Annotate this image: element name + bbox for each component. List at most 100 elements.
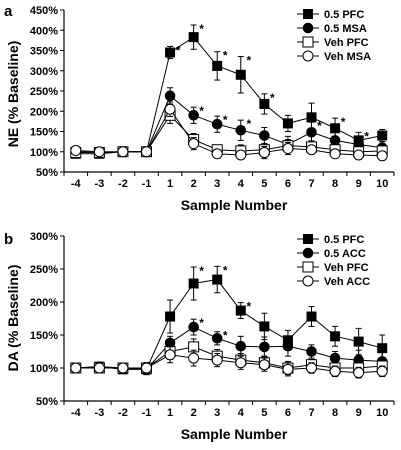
panel-a-data-point: [330, 123, 341, 134]
panel-a-legend-label: Veh PFC: [324, 37, 369, 49]
panel-b-data-point: [376, 365, 388, 377]
panel-b-x-tick-label: 5: [261, 407, 267, 419]
panel-a-data-point: [376, 150, 388, 162]
panel-b-data-point: [306, 362, 317, 374]
panel-b-x-axis-title: Sample Number: [181, 426, 288, 442]
panel-b-x-tick-label: 3: [214, 407, 220, 419]
panel-a-significance-star: *: [223, 113, 228, 127]
panel-a-significance-star: *: [199, 104, 204, 118]
panel-a-data-point: [211, 148, 223, 160]
panel-a-x-tick-label: 6: [285, 178, 291, 190]
panel-b-data-point: [259, 341, 270, 353]
panel-b-x-tick-label: 8: [332, 407, 338, 419]
panel-a-legend-marker: [302, 36, 314, 48]
panel-b-data-point: [282, 340, 294, 352]
panel-b-legend-label: Veh ACC: [324, 276, 370, 288]
panel-a-data-point: [188, 138, 200, 150]
panel-a-series-4: [70, 101, 388, 162]
panel-a-data-point: [282, 143, 294, 155]
panel-a: a NE (% Baseline) Sample Number 50% 100% 1…: [4, 3, 395, 213]
panel-b-significance-star: *: [223, 329, 228, 343]
panel-a-data-point: [188, 32, 199, 43]
panel-b-data-point: [188, 321, 199, 333]
panel-b-data-point: [188, 278, 199, 289]
panel-b-x-tick-label: 10: [376, 407, 388, 419]
panel-b-significance-star: *: [199, 264, 204, 278]
panel-b-data-point: [164, 349, 176, 361]
panel-b-data-point: [282, 363, 294, 375]
panel-a-data-point: [259, 98, 270, 109]
panel-a-y-tick-label: 400%: [30, 25, 58, 37]
panel-a-y-tick-label: 100%: [30, 147, 58, 159]
panel-b-data-point: [353, 336, 364, 347]
panel-b-data-point: [259, 321, 270, 332]
panel-b-data-point: [306, 346, 317, 357]
panel-b-x-tick-label: 2: [191, 407, 197, 419]
panel-a-data-point: [329, 135, 341, 146]
panel-a-significance-star: *: [270, 91, 275, 105]
panel-b-y-tick-label: 300%: [30, 231, 58, 243]
panel-a-x-tick-label: 4: [238, 178, 245, 190]
panel-a-significance-star: *: [317, 119, 322, 133]
panel-a-x-tick-label: 10: [376, 178, 388, 190]
panel-b-data-point: [212, 274, 223, 285]
panel-b-x-tick-label: 6: [285, 407, 291, 419]
panel-a-significance-star: *: [199, 22, 204, 36]
panel-a-significance-star: *: [176, 43, 181, 57]
panel-b-data-point: [258, 359, 270, 371]
panel-a-x-tick-label: 1: [167, 178, 173, 190]
panel-b-legend-marker: [302, 247, 314, 259]
panel-a-y-tick-label: 450%: [30, 5, 58, 17]
panel-a-x-tick-label: -4: [71, 178, 82, 190]
panel-b: b DA (% Baseline) Sample Number 50% 100% 1…: [4, 231, 395, 442]
panel-a-data-point: [188, 110, 199, 121]
panel-b-data-point: [235, 357, 247, 369]
panel-a-y-tick-label: 250%: [30, 86, 58, 98]
panel-a-significance-star: *: [246, 54, 251, 68]
panel-a-data-point: [164, 103, 176, 115]
panel-a-y-axis-title: NE (% Baseline): [5, 41, 21, 148]
panel-a-legend: 0.5 PFC 0.5 MSA Veh PFC Veh MSA: [297, 9, 371, 63]
panel-a-data-point: [306, 127, 317, 138]
panel-a-legend-label: 0.5 PFC: [324, 9, 364, 21]
panel-b-x-tick-label: -4: [71, 407, 82, 419]
panel-a-data-point: [70, 145, 82, 157]
panel-b-x-tick-label: -2: [118, 407, 128, 419]
panel-a-y-tick-label: 50%: [36, 167, 58, 179]
panel-a-x-tick-label: 5: [261, 178, 267, 190]
panel-a-data-point: [259, 130, 270, 141]
panel-b-legend-marker: [302, 275, 314, 287]
panel-a-x-tick-label: 2: [191, 178, 197, 190]
panel-a-data-point: [258, 147, 270, 159]
panel-a-x-tick-label: 7: [308, 178, 314, 190]
panel-a-x-tick-label: 3: [214, 178, 220, 190]
panel-b-series-4: [70, 346, 388, 379]
panel-a-x-tick-label: -1: [142, 178, 152, 190]
panel-a-data-point: [165, 47, 176, 58]
panel-b-x-tick-label: 4: [238, 407, 245, 419]
panel-b-legend-marker: [302, 261, 314, 273]
panel-b-legend-label: Veh PFC: [324, 262, 369, 274]
panel-a-significance-star: *: [364, 129, 369, 143]
panel-b-data-point: [211, 354, 223, 366]
panel-a-data-point: [211, 118, 223, 130]
panel-a-legend-marker: [303, 9, 313, 19]
panel-b-y-tick-label: 150%: [30, 330, 58, 342]
panel-b-data-point: [329, 365, 341, 377]
panel-a-data-point: [353, 149, 365, 161]
panel-b-y-tick-label: 250%: [30, 264, 58, 276]
panel-a-legend-marker: [302, 50, 314, 62]
panel-b-y-tick-label: 100%: [30, 363, 58, 375]
panel-b-data-point: [235, 340, 247, 352]
panel-b-y-tick-label: 50%: [36, 396, 58, 408]
panel-a-legend-label: 0.5 MSA: [324, 23, 367, 35]
panel-a-data-point: [235, 149, 247, 161]
panel-b-y-axis-title: DA (% Baseline): [5, 265, 21, 372]
panel-b-x-tick-label: 9: [356, 407, 362, 419]
panel-a-significance-star: *: [341, 115, 346, 129]
panel-b-x-tick-label: 7: [308, 407, 314, 419]
panel-b-x-tick-label: 1: [167, 407, 173, 419]
panel-a-data-point: [235, 69, 246, 80]
